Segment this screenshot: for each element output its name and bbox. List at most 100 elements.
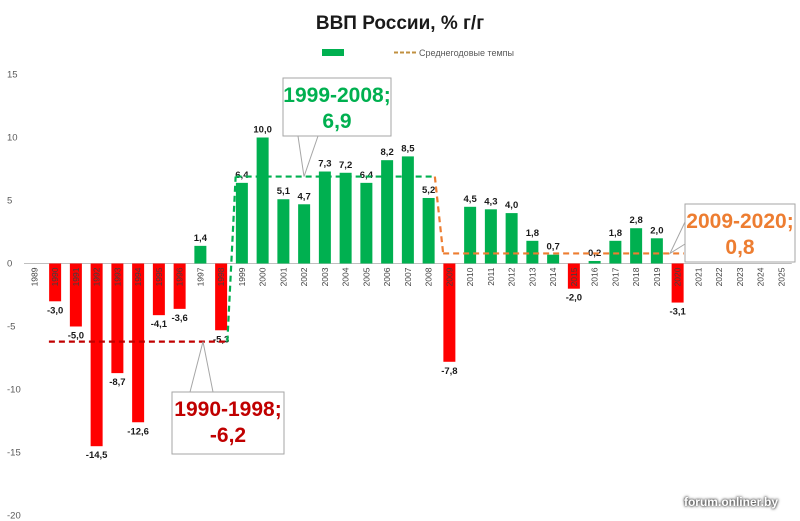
bar-1999 — [235, 182, 248, 264]
watermark: forum.onliner.by — [683, 495, 778, 509]
callout-box — [282, 77, 392, 137]
bar-2019 — [650, 238, 663, 264]
callout-text: -6,2 — [210, 424, 246, 447]
bar-2014 — [547, 254, 560, 264]
data-label-1991: -5,0 — [68, 331, 84, 342]
bar-2001 — [277, 199, 290, 264]
y-tick-label: 5 — [7, 196, 12, 207]
data-label-2005: 6,4 — [360, 170, 374, 181]
x-tick-1991: 1991 — [71, 267, 81, 286]
data-label-2010: 4,5 — [464, 194, 478, 205]
bar-2020 — [671, 263, 684, 303]
bar-1998 — [215, 263, 228, 331]
x-axis-tick-labels: 1989 1990 1991 1992 1993 1994 1995 1996 1997 1998… — [29, 267, 786, 286]
bar-1992 — [90, 263, 103, 447]
bar-2012 — [505, 213, 518, 264]
callout-pointer — [189, 341, 214, 393]
callout-3: 2009-2020; 0,8 — [668, 203, 796, 263]
y-axis: 15 10 5 0 -5 -10 -15 -20 — [7, 70, 21, 521]
callout-text: 1999-2008; — [283, 84, 390, 107]
data-label-2000: 10,0 — [253, 125, 272, 136]
x-tick-2025: 2025 — [776, 267, 786, 286]
data-label-2003: 7,3 — [318, 159, 331, 170]
bar-2011 — [484, 209, 497, 264]
callouts: 1999-2008; 6,9 1990-1998; -6,2 2009-2020; 0,8 — [171, 77, 796, 455]
data-label-1994: -12,6 — [127, 426, 149, 437]
x-tick-2009: 2009 — [444, 267, 454, 286]
data-label-1992: -14,5 — [86, 450, 108, 461]
bar-2003 — [318, 171, 331, 264]
avg-line-connector — [226, 176, 237, 342]
legend-bar-swatch — [322, 49, 344, 56]
data-label-1990: -3,0 — [47, 305, 63, 316]
x-tick-2023: 2023 — [735, 267, 745, 286]
x-tick-2001: 2001 — [278, 267, 288, 286]
x-tick-1990: 1990 — [50, 267, 60, 286]
data-label-2020: -3,1 — [669, 307, 686, 318]
x-tick-2015: 2015 — [569, 267, 579, 286]
data-label-2018: 2,8 — [630, 215, 643, 226]
avg-line-connector — [433, 176, 445, 254]
x-tick-1995: 1995 — [154, 267, 164, 286]
data-label-2008: 5,2 — [422, 185, 435, 196]
bar-1991 — [69, 263, 82, 327]
x-tick-2007: 2007 — [403, 267, 413, 286]
callout-2: 1990-1998; -6,2 — [171, 341, 285, 455]
y-tick-label: 15 — [7, 70, 18, 81]
data-label-2001: 5,1 — [277, 186, 291, 197]
bar-2006 — [381, 160, 394, 264]
bar-1997 — [194, 245, 207, 264]
bar-2018 — [630, 228, 643, 264]
x-tick-2011: 2011 — [486, 267, 496, 286]
x-tick-2012: 2012 — [507, 267, 517, 286]
x-tick-2006: 2006 — [382, 267, 392, 286]
bar-1994 — [132, 263, 145, 423]
data-label-2013: 1,8 — [526, 228, 539, 239]
callout-pointer — [668, 221, 686, 255]
x-tick-1993: 1993 — [112, 267, 122, 286]
bar-1993 — [111, 263, 124, 374]
callout-pointer — [297, 135, 319, 177]
bar-1990 — [49, 263, 62, 302]
callout-box — [684, 203, 796, 263]
data-label-1993: -8,7 — [109, 377, 125, 388]
bar-2009 — [443, 263, 456, 362]
callout-1: 1999-2008; 6,9 — [282, 77, 392, 177]
bar-2007 — [401, 156, 414, 264]
data-label-2004: 7,2 — [339, 160, 352, 171]
bar-2015 — [567, 263, 580, 289]
x-tick-1992: 1992 — [92, 267, 102, 286]
legend-line-label: Среднегодовые темпы — [419, 48, 514, 58]
y-tick-label: 10 — [7, 133, 18, 144]
data-label-1996: -3,6 — [171, 313, 187, 324]
callout-text: 6,9 — [322, 110, 351, 133]
legend: Среднегодовые темпы — [322, 48, 514, 58]
x-tick-1989: 1989 — [29, 267, 39, 286]
chart-title: ВВП России, % г/г — [316, 13, 484, 34]
x-tick-1996: 1996 — [175, 267, 185, 286]
x-tick-2016: 2016 — [590, 267, 600, 286]
data-label-2009: -7,8 — [441, 366, 457, 377]
x-tick-2022: 2022 — [714, 267, 724, 286]
data-label-2002: 4,7 — [298, 191, 311, 202]
x-tick-1999: 1999 — [237, 267, 247, 286]
bars — [49, 137, 684, 447]
data-label-2019: 2,0 — [650, 225, 663, 236]
x-tick-2013: 2013 — [527, 267, 537, 286]
data-label-2006: 8,2 — [381, 147, 394, 158]
x-tick-2024: 2024 — [756, 267, 766, 286]
x-tick-2010: 2010 — [465, 267, 475, 286]
x-tick-2021: 2021 — [693, 267, 703, 286]
x-tick-1994: 1994 — [133, 267, 143, 286]
bar-2008 — [422, 197, 435, 264]
bar-2002 — [298, 204, 311, 264]
data-label-2007: 8,5 — [401, 143, 415, 154]
callout-text: 1990-1998; — [174, 398, 281, 421]
bar-2000 — [256, 137, 269, 264]
bar-1995 — [152, 263, 165, 316]
x-tick-2019: 2019 — [652, 267, 662, 286]
x-tick-2002: 2002 — [299, 267, 309, 286]
y-tick-label: -20 — [7, 511, 21, 521]
x-tick-2017: 2017 — [610, 267, 620, 286]
